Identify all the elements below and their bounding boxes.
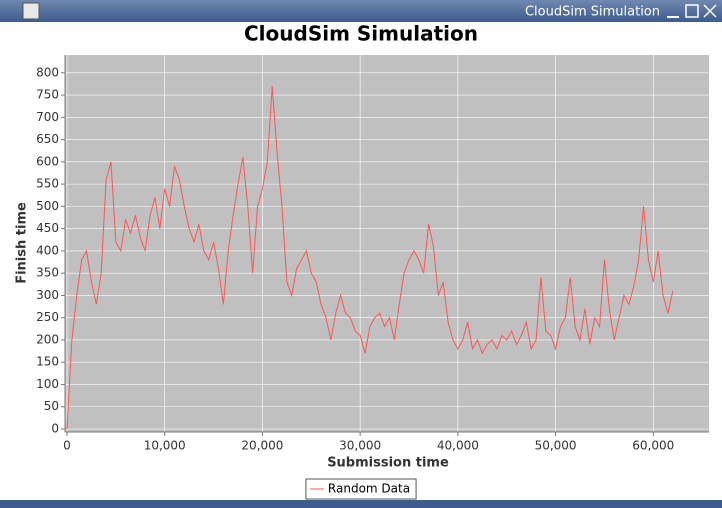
chart-title: CloudSim Simulation [244,22,478,46]
y-tick-label: 250 [36,310,59,324]
bottom-border [0,500,722,508]
y-tick-label: 0 [51,422,59,436]
y-tick-label: 450 [36,221,59,235]
window-title: CloudSim Simulation [525,5,660,20]
title-bar [0,0,722,22]
y-tick-label: 700 [36,110,59,124]
y-tick-label: 100 [36,377,59,391]
y-tick-label: 200 [36,332,59,346]
legend-label: Random Data [328,482,410,496]
plot-area [65,55,709,432]
y-tick-label: 300 [36,288,59,302]
x-tick-label: 20,000 [241,439,283,453]
y-tick-label: 800 [36,65,59,79]
close-button[interactable] [703,4,717,18]
y-axis-label: Finish time [15,202,30,284]
y-tick-label: 600 [36,154,59,168]
x-tick-label: 0 [63,439,71,453]
maximize-button[interactable] [685,4,699,18]
y-tick-label: 750 [36,88,59,102]
y-tick-label: 150 [36,355,59,369]
legend-box [305,478,417,500]
x-tick-label: 10,000 [144,439,186,453]
y-tick-label: 550 [36,177,59,191]
y-tick-label: 650 [36,132,59,146]
x-axis-label: Submission time [327,456,449,471]
data-line [66,86,674,430]
x-tick-label: 30,000 [339,439,381,453]
x-tick-label: 40,000 [437,439,479,453]
y-tick-label: 350 [36,266,59,280]
legend: Random Data [305,478,417,500]
x-tick-label: 50,000 [535,439,577,453]
y-tick-label: 50 [44,399,59,413]
app-icon[interactable] [22,2,40,20]
y-tick-label: 500 [36,199,59,213]
x-tick-label: 60,000 [632,439,674,453]
y-tick-label: 400 [36,243,59,257]
